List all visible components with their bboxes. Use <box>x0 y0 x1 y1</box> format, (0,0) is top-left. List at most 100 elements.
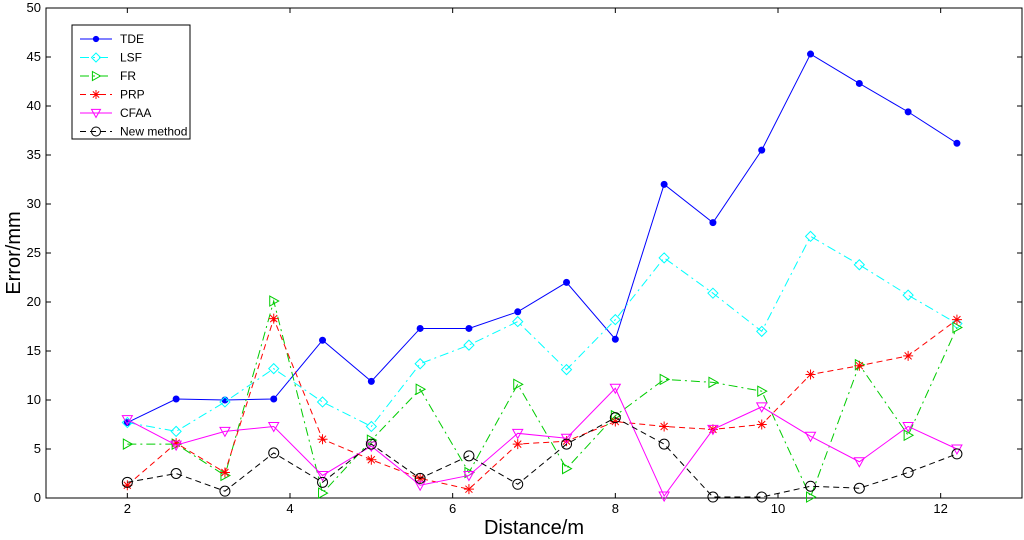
data-point <box>414 480 426 492</box>
data-point <box>416 324 424 332</box>
y-tick-label: 15 <box>27 343 41 358</box>
data-point <box>513 378 524 391</box>
data-point <box>755 402 768 413</box>
x-axis-title: Distance/m <box>484 517 584 539</box>
series-line <box>127 317 958 490</box>
series-line <box>127 53 958 423</box>
data-point <box>807 50 815 58</box>
y-tick-label: 40 <box>27 98 41 113</box>
legend-label: CFAA <box>120 106 151 120</box>
series-line <box>127 387 958 498</box>
y-tick-label: 0 <box>34 490 41 505</box>
data-point <box>90 108 102 119</box>
data-point <box>219 426 231 438</box>
data-point <box>414 358 426 370</box>
data-point <box>854 360 865 371</box>
y-tick-label: 30 <box>27 196 41 211</box>
data-point <box>319 336 327 344</box>
series-prp <box>122 313 962 495</box>
data-point <box>951 448 963 460</box>
legend-item: TDE <box>80 32 144 46</box>
series-line <box>127 235 958 432</box>
data-point <box>805 480 817 492</box>
legend: TDE LSF FR PRP CFAA New method <box>71 24 191 140</box>
legend-item: PRP <box>80 88 145 102</box>
y-tick-label: 35 <box>27 147 41 162</box>
axis-ticks: 2 4 6 8 10 12 0 5 10 15 20 25 30 35 40 45 50 <box>27 0 1022 516</box>
data-point <box>659 421 670 432</box>
legend-item: LSF <box>80 51 142 65</box>
data-point <box>170 425 182 438</box>
data-point <box>511 428 524 440</box>
y-tick-label: 45 <box>27 49 41 64</box>
series-line <box>127 417 958 498</box>
data-point <box>268 313 279 324</box>
data-point <box>91 70 102 82</box>
legend-label: LSF <box>120 51 142 65</box>
data-point <box>219 467 230 478</box>
data-point <box>365 420 378 433</box>
data-point <box>757 385 768 398</box>
data-point <box>91 90 101 99</box>
data-point <box>902 289 914 301</box>
data-point <box>659 373 671 386</box>
data-point <box>804 431 817 443</box>
data-point <box>170 440 182 452</box>
legend-label: PRP <box>120 88 145 102</box>
data-point <box>122 480 133 491</box>
data-point <box>660 180 668 188</box>
data-point <box>903 429 915 442</box>
data-point <box>219 485 231 497</box>
legend-label: TDE <box>120 32 144 46</box>
data-point <box>658 252 670 264</box>
data-point <box>560 433 573 445</box>
y-axis-title: Error/mm <box>3 211 25 294</box>
data-point <box>709 219 717 227</box>
data-point <box>609 383 622 395</box>
data-point <box>804 230 817 243</box>
data-point <box>611 335 619 343</box>
data-point <box>903 350 914 361</box>
series-layer <box>121 50 963 503</box>
x-tick-label: 6 <box>449 501 456 516</box>
data-point <box>367 377 375 385</box>
y-tick-label: 25 <box>27 245 41 260</box>
data-point <box>219 396 231 408</box>
series-line <box>127 299 958 499</box>
data-point <box>805 369 816 380</box>
data-point <box>170 468 182 479</box>
data-point <box>560 363 573 376</box>
data-point <box>853 482 865 494</box>
data-point <box>463 470 475 482</box>
y-tick-label: 5 <box>34 441 41 456</box>
data-point <box>318 487 329 499</box>
series-new-method <box>121 412 963 503</box>
plot-area <box>45 7 1023 499</box>
data-point <box>91 126 101 137</box>
data-point <box>121 476 133 488</box>
data-point <box>365 438 377 450</box>
data-point <box>902 467 914 479</box>
data-point <box>90 52 102 63</box>
data-point <box>756 325 768 338</box>
series-tde <box>123 50 961 427</box>
data-point <box>414 472 426 484</box>
data-point <box>707 491 719 503</box>
data-point <box>316 470 329 482</box>
data-point <box>172 395 180 403</box>
y-tick-label: 10 <box>27 392 41 407</box>
data-point <box>366 434 378 447</box>
data-point <box>415 383 427 396</box>
data-point <box>756 491 768 503</box>
y-tick-label: 50 <box>27 0 41 15</box>
data-point <box>563 278 571 286</box>
data-point <box>658 491 670 503</box>
legend-item: CFAA <box>80 106 151 120</box>
data-point <box>902 421 914 433</box>
data-point <box>953 139 961 147</box>
data-point <box>707 287 719 299</box>
data-point <box>514 308 522 316</box>
data-point <box>952 321 963 334</box>
data-point <box>366 454 377 465</box>
data-point <box>609 313 622 326</box>
